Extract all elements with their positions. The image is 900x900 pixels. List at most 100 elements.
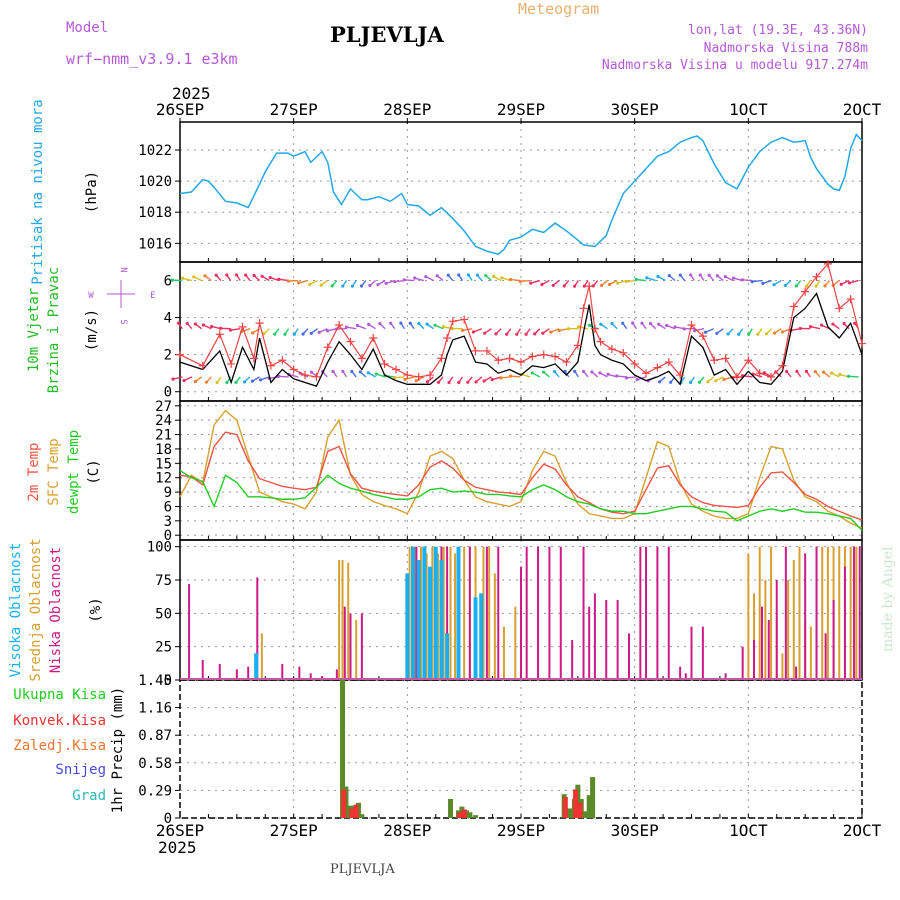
- cloud-high-bar: [456, 546, 461, 680]
- cloud-low-bar: [741, 646, 744, 680]
- wind-ylabel-1: 10m Vjetar: [26, 288, 42, 372]
- precip-total-bar: [473, 815, 479, 818]
- compass-north-label: N: [118, 267, 128, 272]
- y-tick-label: 0.58: [138, 756, 172, 772]
- wind-arrow-head: [508, 374, 513, 378]
- y-tick-label: 25: [155, 640, 172, 656]
- wind-arrow-head: [831, 322, 835, 326]
- wind-arrow: [520, 279, 531, 283]
- y-tick-label: 1.45: [138, 673, 172, 689]
- cloud-mid-bar: [347, 562, 350, 680]
- cloud-mid-bar: [809, 626, 812, 680]
- precip-conv-bar: [349, 808, 355, 818]
- cloud-mid-bar: [747, 553, 750, 680]
- wind-gust-marker: [607, 345, 616, 354]
- cloud-low-bar: [588, 606, 591, 680]
- y-tick-label: 1022: [138, 143, 172, 159]
- cloud-mid-bar: [764, 580, 767, 680]
- cloud-mid-bar: [753, 593, 756, 680]
- wind-arrow-head: [624, 279, 629, 283]
- wind-arrow-head: [471, 330, 476, 334]
- wind-arrow-head: [591, 284, 595, 288]
- cloud-high-bar: [445, 633, 450, 680]
- legend-zaledj-kisa: Zaledj.Kisa: [13, 738, 106, 754]
- wind-arrow-head: [210, 324, 214, 329]
- year-bottom-label: 2025: [158, 838, 197, 857]
- wind-arrow-head: [667, 274, 671, 278]
- cloud-mid-bar: [838, 546, 841, 680]
- compass-east-label: E: [150, 291, 155, 301]
- y-tick-label: 6: [164, 499, 172, 515]
- x-label-bottom: 29SEP: [497, 821, 545, 840]
- cloud-low-bar: [605, 600, 608, 680]
- wind-arrow-head: [402, 278, 406, 282]
- cloud-low-bar: [656, 546, 659, 680]
- temp-2m-line: [179, 431, 863, 521]
- wind-arrow-head: [529, 281, 533, 285]
- cloud-low-bar: [582, 546, 585, 680]
- cloud-low-bar: [775, 580, 778, 680]
- cloud-mid-bar: [260, 633, 263, 680]
- wind-arrow-head: [780, 330, 785, 334]
- wind-arrow-head: [273, 332, 277, 336]
- temp-dewpt-line: [179, 469, 863, 531]
- wind-arrow-head: [250, 379, 255, 383]
- wind-gust-marker: [380, 359, 389, 368]
- cloud-low-bar: [309, 673, 312, 680]
- cloud-low-bar: [235, 669, 238, 680]
- cloud-low-bar: [525, 546, 528, 680]
- cloud-low-bar: [760, 606, 763, 680]
- wind-arrow-head: [842, 321, 846, 326]
- wind-arrow-head: [645, 276, 649, 280]
- wind-gust-marker: [551, 352, 560, 361]
- legend-grad: Grad: [72, 788, 106, 804]
- cloud-high-bar: [405, 573, 410, 680]
- wind-arrow-head: [689, 273, 693, 277]
- cloud-high-bar: [254, 653, 259, 680]
- wind-arrow-head: [722, 377, 726, 382]
- wind-arrow-head: [378, 322, 382, 326]
- wind-gust-marker: [414, 372, 423, 381]
- wind-gust-marker: [215, 330, 224, 339]
- x-label-top: 2OCT: [843, 100, 882, 119]
- cloud-mid-bar: [414, 546, 417, 680]
- wind-arrow-head: [170, 278, 174, 282]
- wind-arrow-head: [277, 277, 281, 281]
- wind-arrow-head: [341, 369, 345, 373]
- cloud-low-bar: [767, 620, 770, 680]
- cloud-low-bar: [343, 606, 346, 680]
- wind-arrow-head: [631, 321, 635, 325]
- wind-arrow-head: [446, 273, 450, 277]
- wind-unit-label: (m/s): [84, 309, 100, 351]
- wind-arrow-head: [490, 378, 494, 382]
- wind-arrow-head: [484, 274, 488, 278]
- wind-arrow-head: [171, 377, 175, 381]
- wind-gust-marker: [755, 369, 764, 378]
- wind-arrow-head: [435, 274, 439, 278]
- wind-arrow-head: [234, 273, 239, 277]
- cloud-low-bar: [645, 546, 648, 680]
- wind-arrow: [346, 326, 357, 330]
- wind-arrow-head: [193, 380, 197, 384]
- cloud-mid-bar: [338, 560, 341, 680]
- cloud-mid-bar: [770, 546, 773, 680]
- wind-arrow-head: [492, 274, 496, 279]
- wind-arrow-head: [750, 280, 754, 284]
- cloud-mid-bar: [493, 573, 496, 680]
- wind-arrow: [230, 328, 241, 331]
- wind-arrow-head: [669, 380, 673, 384]
- wind-arrow-head: [436, 380, 441, 384]
- wind-arrow-head: [838, 372, 842, 377]
- cloud-low-bar: [784, 546, 787, 680]
- cloud-high-bar: [473, 597, 478, 680]
- wind-arrow-head: [355, 323, 359, 328]
- cloud-mid-bar: [826, 546, 829, 680]
- wind-arrow: [626, 376, 637, 379]
- wind-arrow-head: [847, 281, 851, 285]
- wind-arrow-head: [483, 331, 487, 335]
- wind-arrow-head: [350, 369, 354, 374]
- wind-arrow-head: [475, 273, 479, 277]
- cloud-mid-bar: [449, 546, 452, 680]
- wind-arrow-head: [610, 321, 614, 326]
